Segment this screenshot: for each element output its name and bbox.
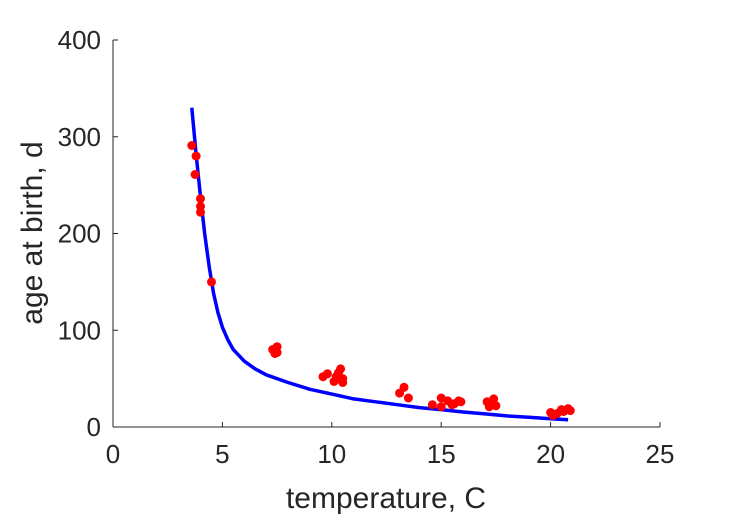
- data-point: [427, 400, 437, 410]
- data-point: [196, 194, 205, 204]
- x-tick-label: 20: [536, 439, 565, 469]
- data-points-series: [187, 141, 575, 420]
- y-tick-label: 400: [58, 25, 101, 55]
- y-tick-label: 200: [58, 219, 101, 249]
- x-ticks: 0 5 10 15 20 25: [106, 422, 675, 469]
- x-tick-label: 25: [646, 439, 675, 469]
- x-tick-label: 10: [317, 439, 346, 469]
- data-point: [565, 406, 575, 416]
- x-tick-label: 0: [106, 439, 120, 469]
- data-point: [191, 151, 201, 161]
- data-point: [456, 397, 466, 407]
- data-point: [322, 369, 332, 379]
- data-point: [190, 170, 200, 179]
- data-point: [207, 277, 216, 287]
- y-tick-label: 0: [87, 412, 101, 442]
- data-point: [489, 394, 499, 404]
- axes: [112, 40, 660, 428]
- data-point: [336, 364, 346, 374]
- x-tick-label: 5: [215, 439, 229, 469]
- data-point: [403, 393, 413, 403]
- data-point: [399, 382, 409, 392]
- data-point: [196, 207, 205, 217]
- y-tick-label: 300: [58, 122, 101, 152]
- x-axis-label: temperature, C: [286, 482, 486, 515]
- y-axis-label: age at birth, d: [16, 141, 49, 324]
- data-point: [436, 402, 446, 412]
- fit-curve-line: [190, 107, 569, 422]
- data-point: [187, 141, 197, 150]
- fit-curve-series: [190, 107, 569, 422]
- y-tick-label: 100: [58, 315, 101, 345]
- y-ticks: 0 100 200 300 400: [58, 25, 118, 442]
- data-point: [272, 348, 282, 357]
- x-tick-label: 15: [427, 439, 456, 469]
- data-point: [491, 401, 501, 411]
- data-point: [338, 378, 348, 387]
